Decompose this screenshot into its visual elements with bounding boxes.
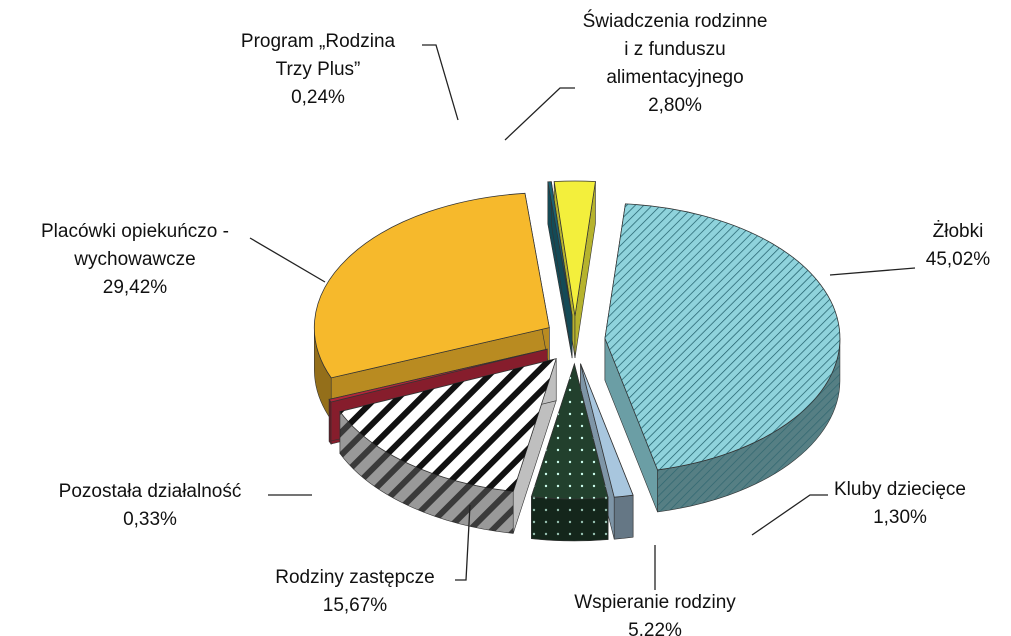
slice-label: Żłobki — [933, 221, 984, 242]
labels: Żłobki 45,02% Kluby dziecięce 1,30% Wspieran… — [41, 10, 990, 636]
slice-pattern — [604, 203, 840, 470]
slice-side-pattern — [531, 496, 609, 541]
slice-label: Wspieranie rodziny — [574, 592, 736, 613]
slice-side — [328, 398, 332, 445]
slice — [313, 192, 550, 379]
slice — [547, 181, 573, 317]
slice-pattern — [531, 363, 609, 499]
slice-label: Program „Rodzina — [241, 31, 396, 52]
slice — [553, 180, 596, 317]
slice-label: i z funduszu — [624, 39, 725, 60]
slice-label: Trzy Plus” — [276, 59, 361, 80]
value-label: 2,80% — [648, 95, 702, 116]
slice-side-pattern — [339, 411, 514, 534]
leader-line — [751, 494, 828, 536]
leader-line — [829, 267, 916, 276]
slice-label: wychowawcze — [73, 249, 195, 270]
leader-line — [504, 87, 575, 141]
slice-label: Świadczenia rodzinne — [583, 10, 768, 32]
value-label: 0,24% — [291, 87, 345, 108]
slice-label: Rodziny zastępcze — [275, 567, 434, 588]
slice-label: alimentacyjnego — [606, 67, 743, 88]
slice — [328, 348, 548, 403]
leader-line — [422, 44, 459, 121]
value-label: 0,33% — [123, 509, 177, 530]
slice-side-pattern — [657, 338, 840, 512]
leader-line — [455, 504, 471, 581]
slice-side — [613, 494, 634, 540]
value-label: 5,22% — [628, 620, 682, 636]
leader-line — [249, 237, 326, 283]
slice-label: Placówki opiekuńczo - — [41, 221, 229, 242]
pie-tops — [313, 180, 841, 500]
value-label: 15,67% — [323, 595, 388, 616]
slice — [580, 363, 634, 498]
value-label: 45,02% — [926, 249, 991, 270]
slice-label: Kluby dziecięce — [834, 479, 966, 500]
value-label: 29,42% — [103, 277, 168, 298]
slice-label: Pozostała działalność — [59, 481, 242, 502]
slice-pattern — [339, 358, 557, 492]
value-label: 1,30% — [873, 507, 927, 528]
